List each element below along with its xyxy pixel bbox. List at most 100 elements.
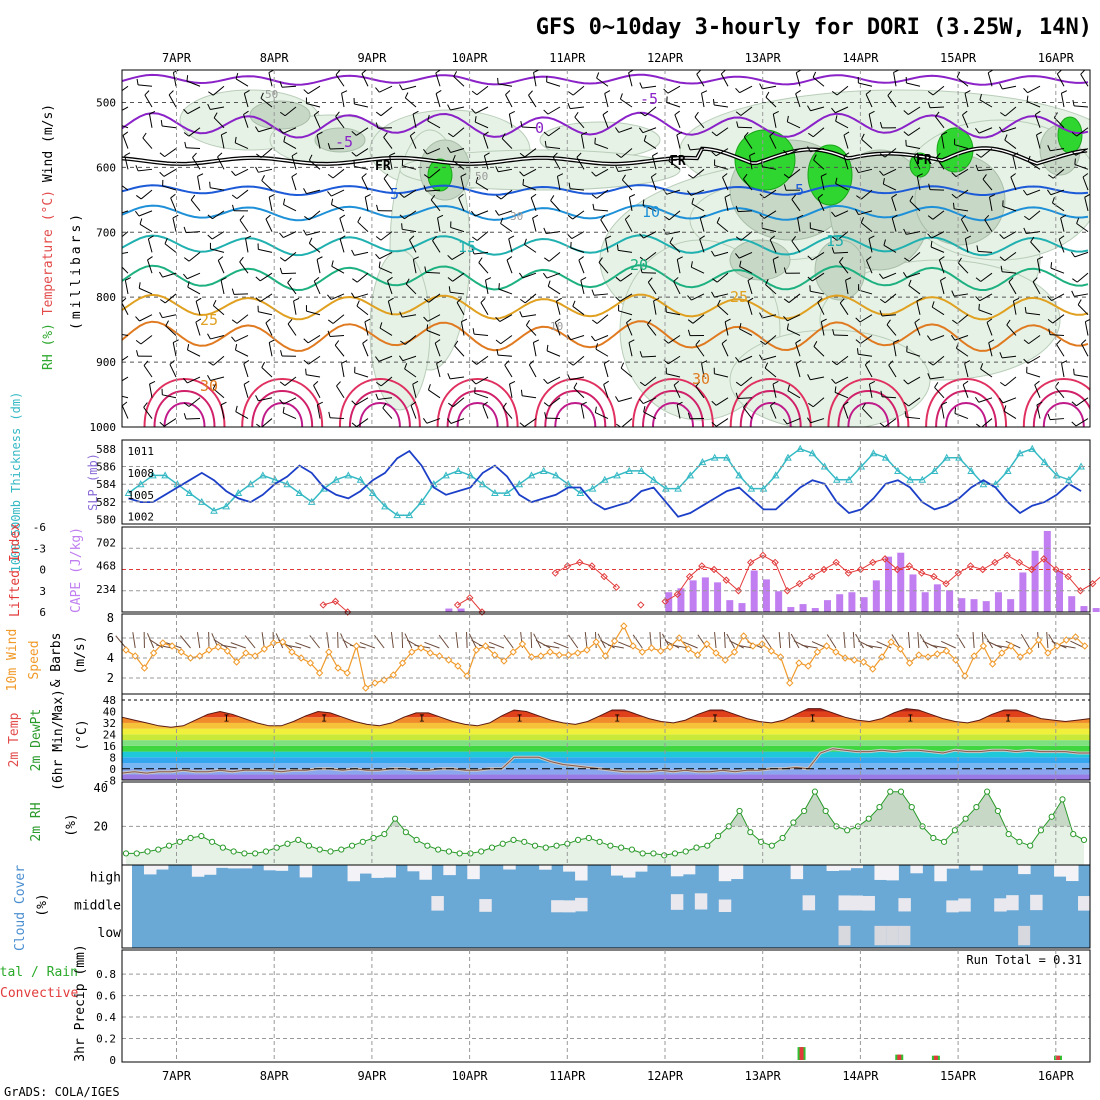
wind-barb-flag	[207, 214, 213, 220]
wind-barb-flag	[808, 402, 814, 408]
precip-tick-label: 0.4	[96, 1011, 116, 1024]
wind-barb-flag	[448, 402, 454, 408]
wind-barb	[148, 113, 153, 128]
wind-barb	[812, 397, 825, 408]
wind-barb-flag	[269, 339, 275, 343]
cape-bar	[897, 552, 905, 612]
wind-barb	[212, 85, 225, 96]
wind-barb	[618, 310, 633, 316]
lifted-index-point	[893, 565, 901, 574]
plot-layer: IIIIIIIIII	[115, 444, 1100, 1060]
rh-high-shade	[807, 144, 853, 206]
wind-barb	[653, 300, 657, 315]
wind-barb-flag	[578, 256, 584, 261]
wind-barb-flag	[908, 279, 912, 286]
wind-barb-flag	[1036, 401, 1043, 406]
wind-barb	[547, 285, 561, 295]
wind-barb-flag	[159, 312, 163, 318]
wind-barb	[1076, 127, 1089, 137]
wind-barb-flag	[452, 154, 456, 161]
wind-barb-flag	[904, 411, 907, 418]
wind-barb-flag	[770, 401, 776, 407]
temp-band	[122, 708, 1090, 712]
wind-barb	[484, 280, 489, 295]
temp-contour-30-arc	[544, 390, 607, 427]
rh2m-point	[930, 834, 937, 842]
wind-barb-flag	[831, 90, 838, 96]
wind-barb-flag	[471, 210, 476, 217]
wind-barb-flag	[437, 214, 444, 219]
wind-barb-flag	[962, 380, 969, 386]
wind-barb-flag	[400, 340, 406, 345]
cape-tick-label: 702	[96, 537, 116, 550]
wind-barb	[220, 280, 225, 295]
wind-barb-flag	[591, 194, 598, 199]
wind-speed-point	[555, 651, 564, 659]
rh2m-units-text: (%)	[64, 813, 79, 836]
wind-barb-flag	[567, 374, 571, 380]
wind-barb-flag	[471, 360, 477, 365]
cape-bar	[909, 574, 917, 612]
wind-barb	[906, 82, 921, 87]
wind-speed-point	[177, 648, 186, 656]
thickness-point	[185, 489, 194, 497]
wind-barb	[140, 189, 153, 200]
wind-barb	[643, 411, 657, 420]
rh-light-shade	[369, 249, 431, 411]
wind-barb	[964, 238, 969, 253]
chart-title: GFS 0~10day 3-hourly for DORI (3.25W, 14…	[536, 15, 1092, 40]
date-label-bottom: 12APR	[647, 1069, 684, 1083]
wind-barb-flag	[759, 312, 763, 319]
wind-barb	[747, 301, 753, 315]
rh2m-point	[316, 846, 323, 853]
wind-barb	[931, 306, 945, 316]
wind-barb-10m	[156, 644, 173, 649]
thickness-point	[210, 506, 218, 514]
wind-barb-flag	[904, 257, 910, 262]
wind-barb-flag	[962, 110, 968, 116]
wind-barb	[524, 418, 537, 427]
wind-barb	[339, 238, 345, 253]
cloud-high	[934, 865, 947, 882]
thickness-point	[344, 471, 353, 479]
wind-barb-flag	[903, 228, 907, 235]
wind-barb-flag	[568, 91, 574, 96]
wind-speed-point	[675, 634, 683, 642]
wind-barb-flag	[916, 297, 923, 302]
wind-barb	[309, 159, 321, 170]
wind-barb	[810, 418, 825, 424]
wind-barb	[1061, 363, 1065, 378]
rh2m-point	[230, 848, 237, 855]
wind-barb-flag	[567, 233, 573, 239]
wind-barb	[341, 93, 345, 108]
wind-barb	[716, 222, 729, 233]
wind-barb	[620, 148, 633, 158]
rh2m-point	[747, 829, 754, 836]
lifted-index-point	[917, 569, 926, 577]
cloud-low	[898, 925, 911, 946]
wind-barb-flag	[695, 381, 701, 387]
wind-units-text: (m/s)	[73, 635, 88, 674]
lifted-index-point	[979, 565, 987, 574]
lifted-index-point	[1015, 558, 1024, 567]
wind-ylabel-2-text: Speed	[27, 640, 42, 679]
thickness-point	[442, 471, 450, 479]
wind-barb-10m	[149, 639, 164, 649]
wind-barb-flag	[532, 214, 539, 219]
lifted-index-point	[637, 601, 645, 609]
wind-barb-flag	[546, 344, 549, 351]
thickness-point	[771, 471, 780, 479]
wind-barb	[817, 197, 825, 212]
wind-barb	[810, 376, 825, 381]
wind-barb-flag	[165, 320, 169, 327]
cape-bar	[958, 598, 966, 612]
wind-barb-flag	[600, 214, 606, 221]
wind-barb-flag	[282, 406, 285, 413]
lifted-index-point	[685, 572, 694, 581]
wind-barb-flag	[1082, 173, 1089, 178]
wind-barb	[261, 367, 273, 378]
rh-mid-shade	[314, 127, 366, 153]
wind-barb	[960, 219, 969, 232]
